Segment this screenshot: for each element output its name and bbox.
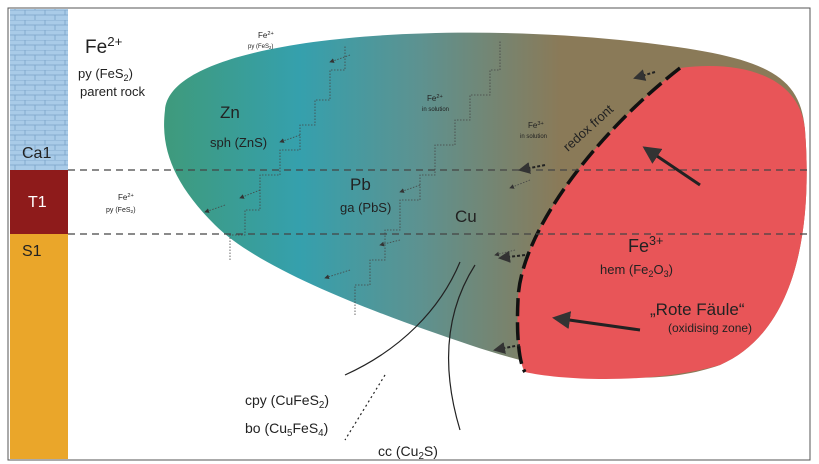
label: cpy (CuFeS2) xyxy=(245,392,329,411)
label: py (FeS2) xyxy=(248,44,273,50)
stratum-s1 xyxy=(10,234,68,459)
label: Fe2+ xyxy=(427,94,443,103)
flow-arrow xyxy=(552,311,641,332)
label: Fe2+ xyxy=(85,34,123,58)
frame xyxy=(7,7,811,461)
label: Cu xyxy=(455,207,477,226)
label: Fe2+ xyxy=(118,193,134,202)
stratum-ca1 xyxy=(10,9,68,170)
oxidising-zone xyxy=(517,65,807,380)
label: „Rote Fäule“ xyxy=(650,300,745,319)
label: in solution xyxy=(422,107,449,113)
label: bo (Cu5FeS4) xyxy=(245,420,328,439)
redox-arrows xyxy=(493,69,656,354)
leader-lines xyxy=(344,261,476,441)
label: sph (ZnS) xyxy=(210,135,267,150)
label: hem (Fe2O3) xyxy=(600,262,673,279)
redox-front-line xyxy=(515,66,682,374)
label: py (FeS2) xyxy=(78,66,133,83)
label: py (FeS2) xyxy=(106,207,136,215)
flow-arrow xyxy=(642,146,701,187)
label: Zn xyxy=(220,103,240,122)
label: (oxidising zone) xyxy=(668,321,752,335)
label: parent rock xyxy=(80,84,146,99)
label: ga (PbS) xyxy=(340,200,391,215)
stratum-label: Ca1 xyxy=(22,145,51,162)
stratum-t1 xyxy=(10,170,68,234)
label: Fe3+ xyxy=(628,234,663,256)
label: cc (Cu2S) xyxy=(378,443,438,462)
label: in solution xyxy=(520,134,547,140)
label: Pb xyxy=(350,175,371,194)
stratum-label: T1 xyxy=(28,194,47,211)
stratum-label: S1 xyxy=(22,243,42,260)
label: Fe3+ xyxy=(528,121,544,130)
label: Fe2+ xyxy=(258,31,274,40)
